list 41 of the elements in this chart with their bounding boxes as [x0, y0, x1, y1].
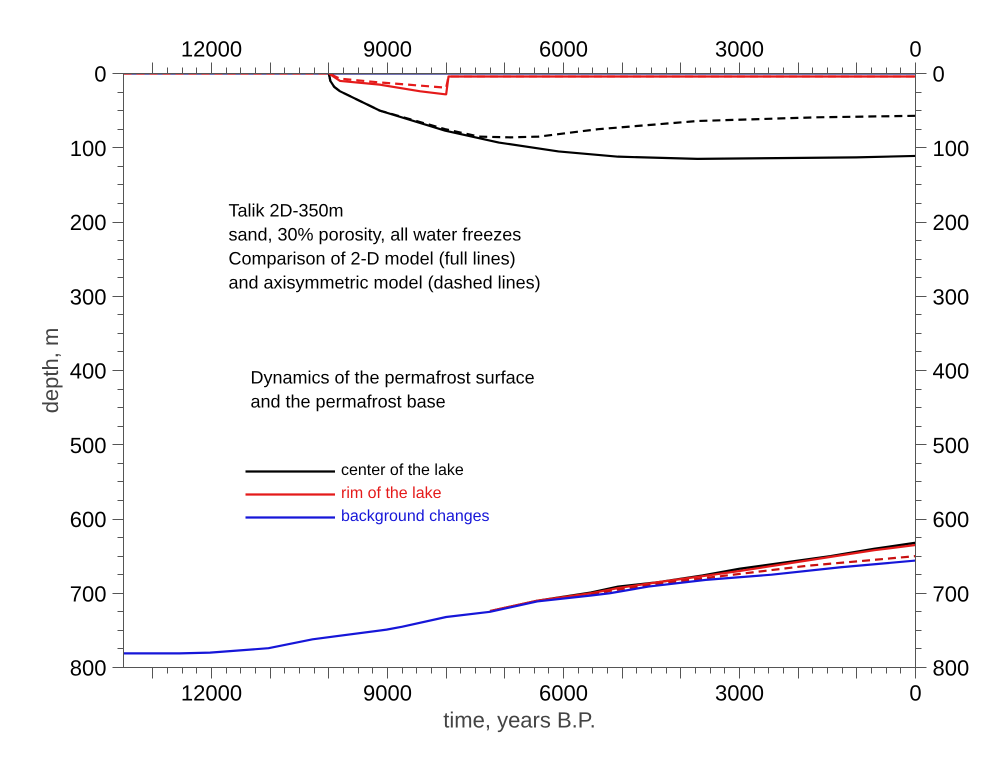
y-tick-label: 0 [94, 62, 107, 86]
text: rim of the lake [341, 485, 442, 503]
annotation: Dynamics of the permafrost surface [250, 368, 535, 388]
y2-tick-label: 200 [932, 210, 970, 235]
x2-tick-label: 3000 [715, 680, 764, 706]
annotation: Comparison of 2-D model (full lines) [228, 248, 516, 268]
y2-tick-label: 500 [932, 432, 970, 458]
y2-tick-label: 800 [932, 656, 970, 680]
annotation: Talik 2D-350m [228, 200, 344, 220]
y2-tick-label: 300 [932, 284, 970, 310]
y-tick-label: 300 [70, 284, 107, 310]
x-tick-label: 0 [909, 36, 922, 62]
annotation: and the permafrost base [250, 392, 446, 412]
y2-tick-label: 600 [932, 507, 970, 532]
y2-tick-label: 0 [932, 62, 945, 86]
x-tick-label: 12000 [180, 36, 242, 62]
x-tick-label: 6000 [539, 36, 588, 62]
x-axis-title: time, years B.P. [443, 708, 596, 732]
y-tick-label: 100 [70, 136, 107, 161]
annotation: sand, 30% porosity, all water freezes [228, 224, 522, 244]
x-tick-label: 9000 [363, 36, 412, 62]
y2-tick-label: 700 [932, 581, 970, 606]
text: background changes [341, 508, 490, 526]
text: center of the lake [341, 462, 464, 480]
x-tick-label: 3000 [715, 36, 764, 62]
y-tick-label: 600 [70, 507, 107, 532]
line-series [590, 555, 916, 596]
y-axis-title: depth, m [38, 328, 63, 414]
y-tick-label: 200 [70, 210, 107, 235]
y2-tick-label: 400 [932, 358, 970, 384]
x2-tick-label: 6000 [539, 680, 588, 706]
x2-tick-label: 12000 [180, 680, 242, 706]
y-tick-label: 500 [70, 432, 107, 458]
y2-tick-label: 100 [932, 136, 970, 161]
annotation: and axisymmetric model (dashed lines) [228, 272, 541, 292]
line-series [124, 559, 916, 654]
y-tick-label: 400 [70, 358, 107, 384]
y-tick-label: 700 [70, 581, 107, 606]
y-tick-label: 800 [70, 656, 107, 680]
x2-tick-label: 9000 [363, 680, 412, 706]
x2-tick-label: 0 [909, 680, 922, 706]
